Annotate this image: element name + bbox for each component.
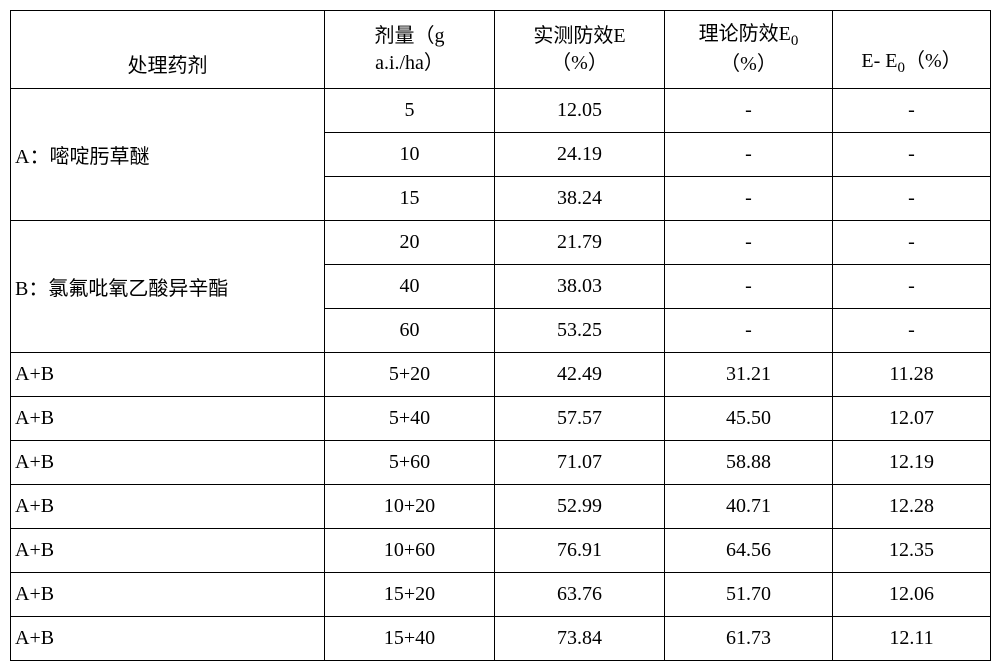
cell-diff: 12.11 (833, 617, 991, 661)
header-dose-l1: 剂量（g (375, 25, 445, 47)
cell-agent: A+B (11, 485, 325, 529)
cell-e: 73.84 (495, 617, 665, 661)
cell-e0: - (665, 133, 833, 177)
table-row: A+B 15+20 63.76 51.70 12.06 (11, 573, 991, 617)
cell-e0: - (665, 89, 833, 133)
cell-dose: 10+60 (325, 529, 495, 573)
cell-agent: A+B (11, 529, 325, 573)
cell-dose: 40 (325, 265, 495, 309)
cell-e: 57.57 (495, 397, 665, 441)
table-row: A+B 5+60 71.07 58.88 12.19 (11, 441, 991, 485)
agent-a-label: A：嘧啶肟草醚 (11, 89, 325, 221)
cell-diff: 12.07 (833, 397, 991, 441)
cell-e0: 64.56 (665, 529, 833, 573)
cell-diff: 11.28 (833, 353, 991, 397)
cell-diff: - (833, 89, 991, 133)
cell-dose: 15+20 (325, 573, 495, 617)
cell-e: 38.24 (495, 177, 665, 221)
table-row: A+B 15+40 73.84 61.73 12.11 (11, 617, 991, 661)
cell-agent: A+B (11, 573, 325, 617)
cell-e: 38.03 (495, 265, 665, 309)
cell-dose: 20 (325, 221, 495, 265)
cell-e0: 45.50 (665, 397, 833, 441)
cell-dose: 5 (325, 89, 495, 133)
cell-e: 63.76 (495, 573, 665, 617)
header-e0-l2: （%） (720, 53, 777, 75)
table-row: A+B 10+60 76.91 64.56 12.35 (11, 529, 991, 573)
cell-dose: 5+40 (325, 397, 495, 441)
cell-diff: 12.35 (833, 529, 991, 573)
header-diff-sub: 0 (897, 60, 905, 76)
cell-e0: 51.70 (665, 573, 833, 617)
cell-dose: 5+20 (325, 353, 495, 397)
header-e0-sub: 0 (791, 33, 799, 49)
cell-diff: 12.19 (833, 441, 991, 485)
cell-e0: 58.88 (665, 441, 833, 485)
header-e0: 理论防效E0 （%） (665, 11, 833, 89)
cell-agent: A+B (11, 441, 325, 485)
cell-diff: - (833, 265, 991, 309)
efficacy-table: 处理药剂 剂量（g a.i./ha） 实测防效E （%） 理论防效E0 （%） … (10, 10, 991, 661)
cell-e: 52.99 (495, 485, 665, 529)
cell-dose: 10 (325, 133, 495, 177)
header-diff-pre: E- E (861, 50, 897, 72)
cell-diff: - (833, 133, 991, 177)
cell-e: 71.07 (495, 441, 665, 485)
header-dose: 剂量（g a.i./ha） (325, 11, 495, 89)
table-header-row: 处理药剂 剂量（g a.i./ha） 实测防效E （%） 理论防效E0 （%） … (11, 11, 991, 89)
cell-e: 76.91 (495, 529, 665, 573)
cell-agent: A+B (11, 617, 325, 661)
cell-dose: 15 (325, 177, 495, 221)
agent-b-label: B：氯氟吡氧乙酸异辛酯 (11, 221, 325, 353)
table-row: A+B 5+20 42.49 31.21 11.28 (11, 353, 991, 397)
header-diff: E- E0（%） (833, 11, 991, 89)
cell-e: 24.19 (495, 133, 665, 177)
header-diff-post: （%） (905, 50, 962, 72)
cell-e0: 40.71 (665, 485, 833, 529)
header-dose-l2: a.i./ha） (375, 52, 444, 74)
cell-e: 21.79 (495, 221, 665, 265)
cell-e: 42.49 (495, 353, 665, 397)
cell-dose: 5+60 (325, 441, 495, 485)
header-e-l2: （%） (551, 52, 608, 74)
table-row: A+B 10+20 52.99 40.71 12.28 (11, 485, 991, 529)
header-e: 实测防效E （%） (495, 11, 665, 89)
header-e0-l1: 理论防效E (699, 23, 791, 45)
cell-diff: 12.28 (833, 485, 991, 529)
cell-e0: 31.21 (665, 353, 833, 397)
cell-diff: 12.06 (833, 573, 991, 617)
cell-e: 53.25 (495, 309, 665, 353)
cell-diff: - (833, 221, 991, 265)
cell-agent: A+B (11, 397, 325, 441)
cell-dose: 10+20 (325, 485, 495, 529)
cell-e0: - (665, 309, 833, 353)
table-row: B：氯氟吡氧乙酸异辛酯 20 21.79 - - (11, 221, 991, 265)
header-e-l1: 实测防效E (533, 25, 625, 47)
cell-agent: A+B (11, 353, 325, 397)
cell-e0: 61.73 (665, 617, 833, 661)
cell-dose: 15+40 (325, 617, 495, 661)
cell-e0: - (665, 265, 833, 309)
table-row: A：嘧啶肟草醚 5 12.05 - - (11, 89, 991, 133)
table-row: A+B 5+40 57.57 45.50 12.07 (11, 397, 991, 441)
cell-dose: 60 (325, 309, 495, 353)
header-agent: 处理药剂 (11, 11, 325, 89)
cell-e: 12.05 (495, 89, 665, 133)
cell-e0: - (665, 177, 833, 221)
cell-e0: - (665, 221, 833, 265)
cell-diff: - (833, 309, 991, 353)
cell-diff: - (833, 177, 991, 221)
